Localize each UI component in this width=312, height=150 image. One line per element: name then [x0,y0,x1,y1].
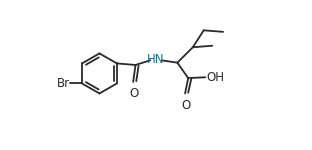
Text: HN: HN [147,53,164,66]
Text: O: O [181,99,191,112]
Text: OH: OH [207,71,225,84]
Text: O: O [129,87,139,100]
Text: Br: Br [56,77,70,90]
